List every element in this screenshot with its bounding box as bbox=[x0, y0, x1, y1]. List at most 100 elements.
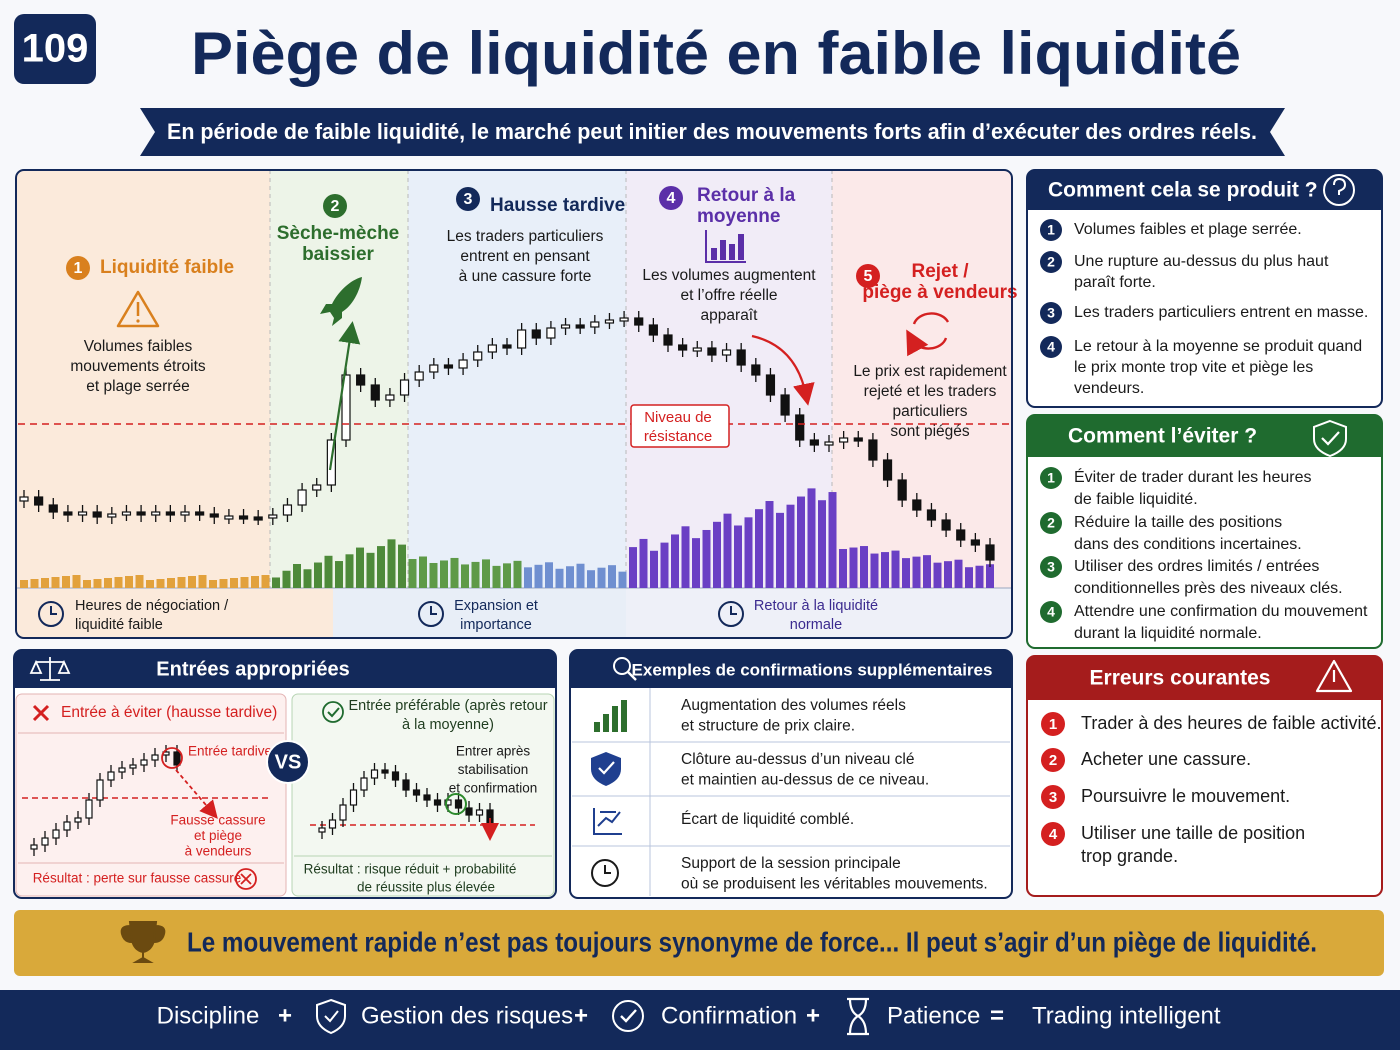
panel-title: Comment cela se produit ? bbox=[1048, 179, 1318, 202]
candle-body bbox=[634, 317, 644, 326]
phase-text: rejeté et les traders bbox=[864, 383, 997, 400]
volume-bar bbox=[377, 546, 385, 588]
breakout-arrow bbox=[328, 321, 361, 471]
volume-bar bbox=[734, 525, 742, 588]
check-icon bbox=[612, 1000, 644, 1032]
shield-icon bbox=[591, 752, 621, 786]
candle-body bbox=[41, 837, 49, 846]
search-handle bbox=[627, 671, 637, 681]
mini-chart-bad bbox=[22, 745, 270, 856]
bars-icon bbox=[594, 722, 600, 732]
x-icon bbox=[240, 873, 252, 885]
entry-label: Entrée tardive bbox=[188, 744, 272, 759]
rotate-icon bbox=[912, 312, 950, 348]
list-text: Attendre une confirmation du mouvement bbox=[1074, 603, 1368, 620]
volume-bar bbox=[954, 559, 963, 588]
clock-icon bbox=[38, 601, 64, 627]
shield-check bbox=[598, 761, 615, 775]
volume-bar bbox=[93, 579, 102, 588]
list-text: Le retour à la moyenne se produit quand bbox=[1074, 338, 1362, 355]
volume-bar bbox=[744, 517, 753, 588]
phase-text: sont piégés bbox=[890, 423, 970, 440]
confirmation-text: Augmentation des volumes réels bbox=[681, 697, 906, 714]
volume-bar bbox=[986, 564, 994, 588]
candle-body bbox=[502, 344, 512, 349]
panel-header bbox=[1027, 170, 1382, 210]
candle-body bbox=[985, 544, 995, 561]
list-text: paraît forte. bbox=[1074, 274, 1156, 291]
fall-arrow bbox=[175, 769, 218, 819]
annotation: Entrer après bbox=[456, 744, 531, 759]
volume-bar bbox=[776, 512, 784, 588]
volume-bar bbox=[566, 566, 574, 588]
session-zone bbox=[626, 588, 1012, 638]
clock-hands bbox=[50, 606, 57, 615]
volume-bar bbox=[797, 496, 805, 588]
volume-bar bbox=[765, 501, 774, 588]
candle-body bbox=[96, 779, 104, 801]
volume-bar bbox=[807, 488, 816, 588]
phase-text: particuliers bbox=[893, 403, 968, 420]
entry-marker bbox=[161, 747, 183, 769]
phase-text: apparaît bbox=[701, 307, 759, 324]
candle-body bbox=[941, 519, 951, 531]
phase-title: Sèche-mèche bbox=[277, 223, 400, 244]
candle-body bbox=[253, 516, 263, 521]
volume-bar bbox=[114, 577, 123, 588]
clock-hands bbox=[430, 606, 437, 615]
clock-hands bbox=[604, 865, 611, 874]
list-text: Les traders particuliers entrent en mass… bbox=[1074, 304, 1368, 321]
candle-body bbox=[282, 504, 293, 516]
volume-bar bbox=[104, 578, 112, 588]
confirmation-text: où se produisent les véritables mouvemen… bbox=[681, 876, 988, 893]
candle-body bbox=[402, 779, 410, 791]
candle-body bbox=[370, 384, 380, 401]
volume-bar bbox=[608, 565, 616, 588]
scales-icon bbox=[29, 657, 71, 681]
candle-body bbox=[839, 437, 849, 443]
volume-bar bbox=[419, 556, 427, 588]
phase-title: baissier bbox=[302, 244, 374, 265]
volume-bar bbox=[902, 558, 910, 588]
panel-title: Exemples de confirmations supplémentaire… bbox=[632, 660, 993, 679]
footer bbox=[0, 990, 1400, 1050]
entry-marker bbox=[445, 793, 467, 815]
number-badge bbox=[1040, 219, 1062, 241]
candle-body bbox=[370, 769, 379, 779]
candle-body bbox=[107, 771, 115, 781]
candle-body bbox=[30, 844, 38, 850]
volume-bar bbox=[156, 579, 165, 588]
candle-body bbox=[312, 484, 322, 491]
volume-icon-bar bbox=[711, 248, 717, 260]
number-badge bbox=[1040, 601, 1062, 623]
list-text: Acheter une cassure. bbox=[1081, 749, 1251, 769]
volume-bar bbox=[335, 561, 343, 588]
candle-body bbox=[575, 324, 585, 329]
volume-bar bbox=[177, 577, 186, 588]
phase-text: entrent en pensant bbox=[460, 248, 590, 265]
warning-icon bbox=[1315, 659, 1353, 693]
volume-bar bbox=[513, 560, 522, 588]
number: 2 bbox=[331, 198, 340, 215]
check-icon bbox=[322, 701, 344, 723]
volume-bar bbox=[870, 553, 879, 588]
volume-bar bbox=[440, 560, 448, 588]
panel-header bbox=[1027, 656, 1382, 700]
reversal-arrow bbox=[751, 334, 815, 406]
candle-body bbox=[360, 777, 368, 791]
volume-bar bbox=[198, 575, 207, 588]
subpanel-title: Entrée préférable (après retour bbox=[348, 698, 547, 714]
volume-bar bbox=[860, 546, 868, 588]
shield-check bbox=[1321, 431, 1340, 446]
candle-body bbox=[77, 511, 88, 516]
session-label: Heures de négociation / bbox=[75, 598, 229, 614]
volume-bar bbox=[524, 567, 532, 588]
volume-bar bbox=[230, 578, 238, 588]
number-badge bbox=[66, 256, 90, 280]
phase-text: Les traders particuliers bbox=[447, 228, 604, 245]
subtitle-ribbon bbox=[140, 108, 1285, 156]
clock-icon bbox=[718, 601, 744, 627]
volume-bar bbox=[167, 578, 175, 588]
candle-body bbox=[19, 496, 29, 502]
annotation: et piège bbox=[194, 828, 242, 843]
